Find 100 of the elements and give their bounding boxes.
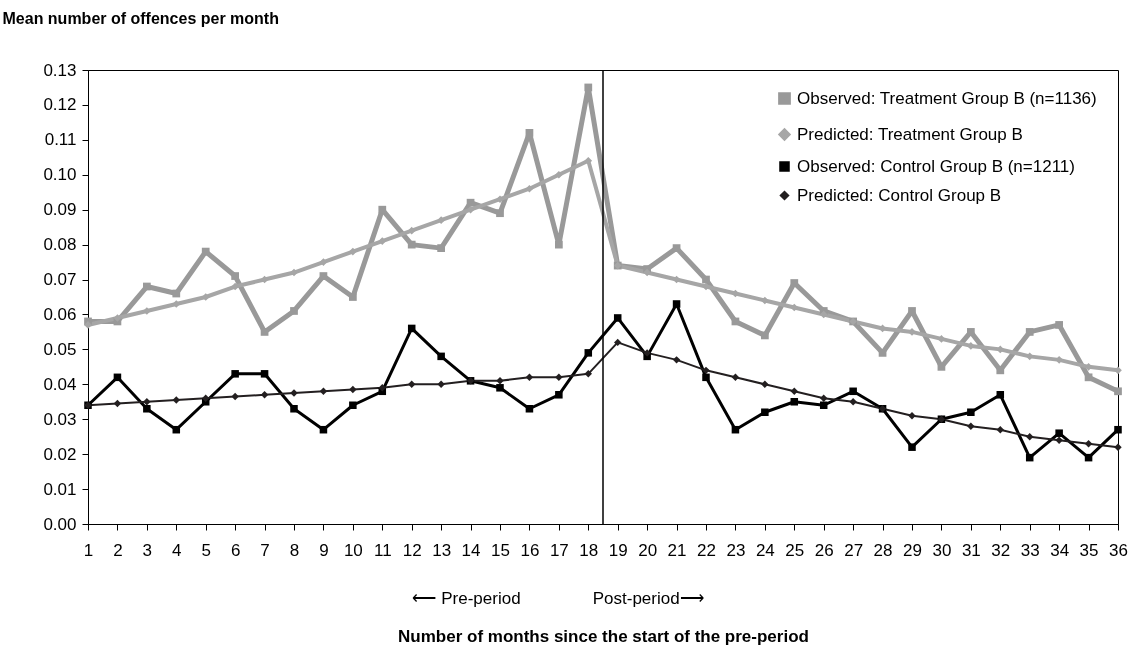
point	[290, 404, 298, 413]
point	[231, 392, 239, 401]
point	[437, 244, 446, 252]
point	[378, 384, 386, 392]
x-tick-label: 31	[961, 540, 981, 560]
point	[1114, 425, 1122, 434]
x-tick-label: 33	[1020, 540, 1040, 560]
x-tick-label: 10	[343, 540, 363, 560]
point	[349, 401, 357, 410]
x-tick-label: 13	[432, 540, 452, 560]
point	[702, 275, 710, 284]
point	[143, 404, 151, 413]
point	[172, 396, 180, 404]
legend-label: Observed: Control Group B (n=1211)	[797, 156, 1075, 176]
point	[142, 282, 151, 291]
x-tick-label: 22	[697, 540, 716, 560]
x-tick-label: 19	[608, 540, 628, 560]
x-tick-label: 27	[844, 540, 864, 560]
point	[349, 385, 357, 394]
point	[672, 300, 681, 308]
point	[849, 387, 857, 396]
point	[996, 391, 1005, 399]
y-axis-title: Mean number of offences per month	[2, 9, 279, 27]
point	[672, 356, 681, 364]
x-tick-label: 4	[172, 540, 182, 560]
x-tick-label: 5	[201, 540, 211, 560]
x-tick-label: 29	[903, 540, 922, 560]
y-tick-label: 0.07	[43, 270, 77, 290]
point	[260, 328, 269, 336]
point	[437, 352, 445, 361]
point	[378, 205, 387, 214]
legend-label: Predicted: Treatment Group B	[797, 124, 1023, 144]
y-tick-label: 0.09	[43, 200, 77, 220]
y-tick-label: 0.13	[43, 60, 77, 80]
point	[437, 380, 445, 389]
point	[1114, 387, 1122, 396]
x-tick-label: 6	[230, 540, 241, 560]
y-tick-label: 0.11	[44, 130, 77, 150]
x-tick-label: 25	[785, 540, 805, 560]
y-tick-label: 0.05	[43, 339, 77, 359]
point	[319, 272, 328, 280]
x-tick-label: 21	[667, 540, 687, 560]
x-tick-label: 26	[814, 540, 834, 560]
point	[201, 247, 210, 256]
x-tick-label: 9	[319, 540, 329, 560]
x-tick-label: 32	[991, 540, 1011, 560]
point	[761, 408, 769, 417]
y-tick-label: 0.03	[43, 409, 77, 429]
y-tick-label: 0.12	[43, 95, 77, 115]
point	[702, 366, 710, 375]
point	[231, 282, 239, 291]
point	[1084, 373, 1093, 382]
point	[613, 314, 622, 322]
point	[996, 426, 1004, 434]
point	[143, 307, 151, 315]
x-tick-label: 8	[289, 540, 300, 560]
x-tick-label: 11	[373, 540, 392, 560]
point	[113, 399, 122, 408]
point	[143, 398, 151, 406]
x-tick-label: 34	[1050, 540, 1070, 560]
point	[584, 83, 593, 92]
point	[113, 314, 122, 322]
point	[525, 184, 534, 193]
point	[260, 370, 269, 378]
point	[967, 408, 975, 417]
x-tick-label: 14	[461, 540, 481, 560]
point	[319, 387, 328, 395]
point	[614, 338, 622, 347]
point	[555, 170, 563, 179]
text: ⟵ Pre-period	[412, 589, 521, 608]
point	[584, 349, 593, 357]
x-tick-label: 18	[579, 540, 599, 560]
point	[408, 380, 416, 389]
point	[407, 240, 416, 249]
y-tick-label: 0.10	[43, 165, 77, 185]
x-axis-title: Number of months since the start of the pre-period	[398, 626, 809, 646]
point	[908, 443, 916, 451]
y-tick-label: 0.04	[43, 374, 77, 394]
point	[584, 370, 592, 378]
point	[1084, 439, 1093, 448]
point	[290, 307, 298, 315]
point	[1055, 429, 1063, 437]
point	[1055, 356, 1063, 364]
point	[702, 373, 710, 382]
point	[554, 240, 563, 249]
y-tick-label: 0.00	[43, 514, 77, 534]
point	[790, 398, 799, 406]
point	[967, 422, 975, 430]
point	[555, 391, 563, 399]
point	[260, 391, 269, 399]
point	[231, 370, 239, 378]
y-tick-label: 0.08	[43, 235, 77, 255]
x-tick-label: 3	[142, 540, 153, 560]
point	[349, 247, 357, 256]
legend-label: Observed: Treatment Group B (n=1136)	[797, 88, 1097, 108]
x-tick-label: 24	[755, 540, 775, 560]
point	[967, 342, 975, 350]
x-tick-label: 28	[873, 540, 893, 560]
point	[525, 128, 534, 137]
y-tick-label: 0.02	[43, 444, 77, 464]
